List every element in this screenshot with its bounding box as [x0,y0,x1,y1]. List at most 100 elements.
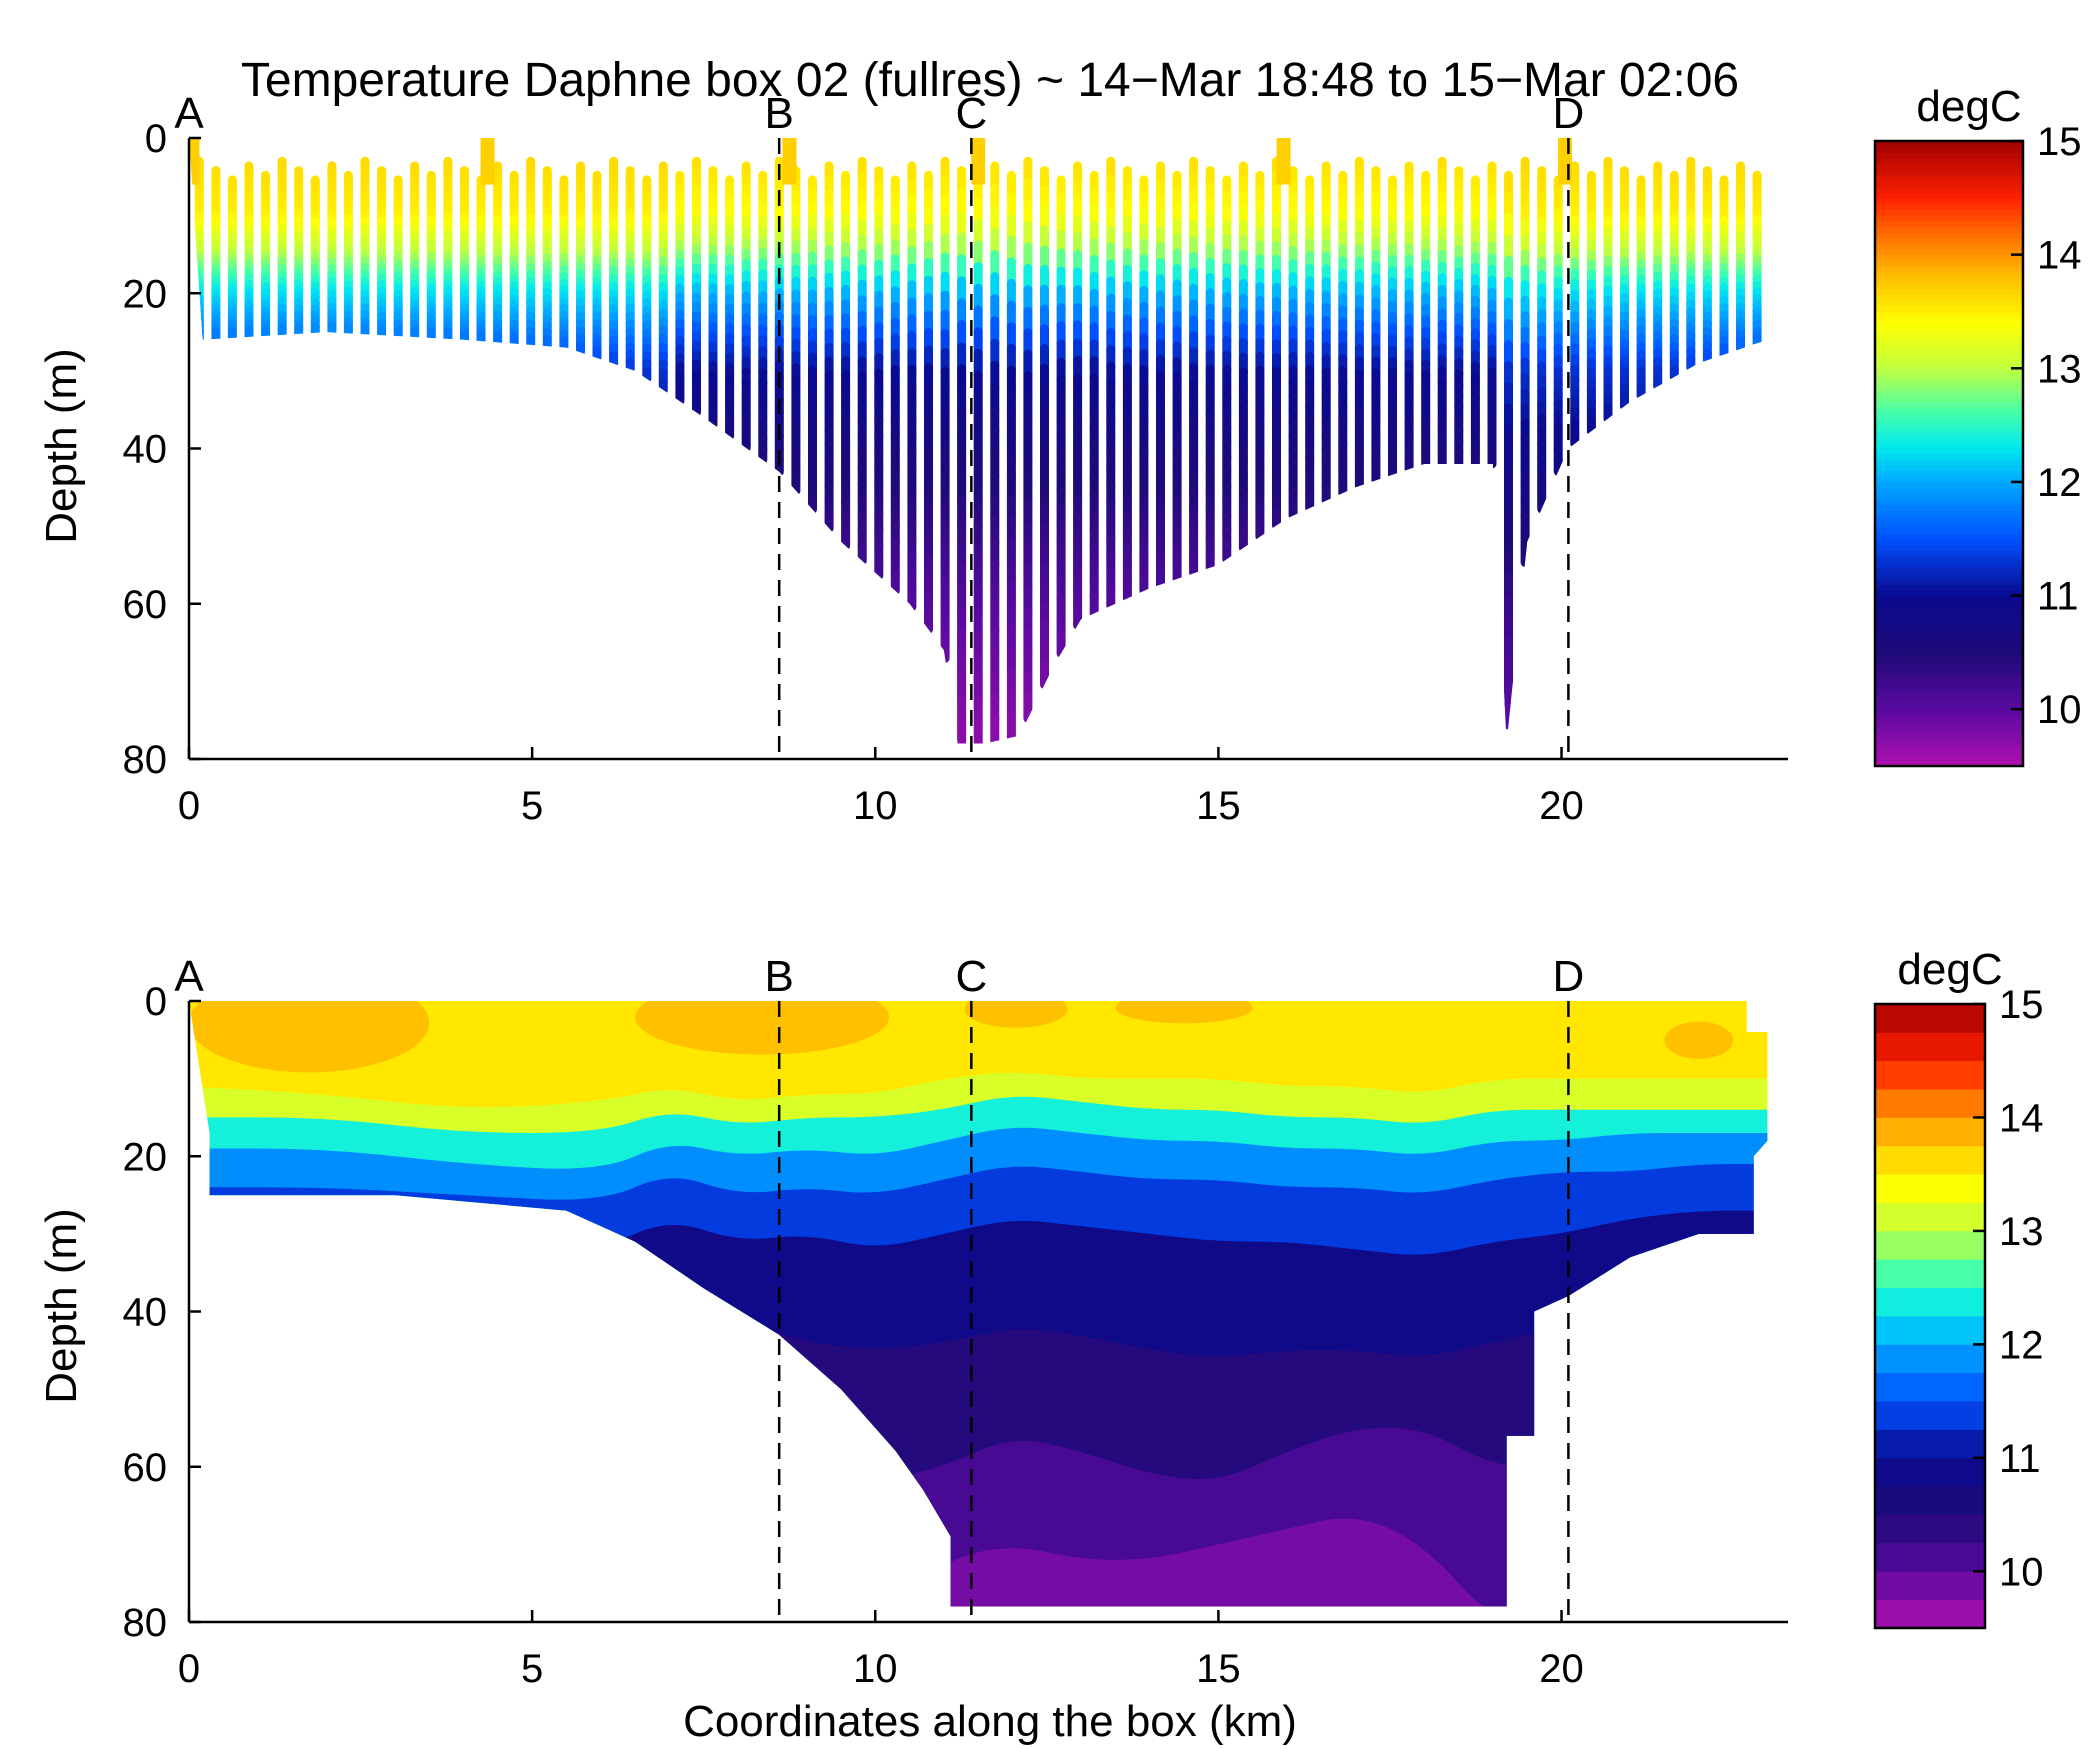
top-colorbar-band [1875,498,2023,506]
bottom-x-tick-label: 15 [1196,1647,1241,1691]
top-colorbar-band [1875,618,2023,625]
top-colorbar-tick-label: 11 [2037,575,2079,619]
bottom-y-tick-label: 20 [123,1135,168,1179]
top-colorbar-band [1875,294,2023,301]
surface-warm-patch [1115,1001,1253,1024]
top-colorbar-band [1875,550,2023,557]
top-colorbar-band [1875,538,2023,546]
top-ylabel: Depth (m) [37,348,86,544]
surface-spike-cast [1276,138,1291,185]
bottom-colorbar-level [1875,1599,1985,1629]
top-colorbar-band [1875,322,2023,330]
top-colorbar-band [1875,436,2023,443]
top-colorbar-band [1875,231,2023,239]
top-colorbar-band [1875,606,2023,614]
surface-spike-cast [189,138,200,185]
bottom-x-tick-label: 5 [521,1647,543,1691]
top-colorbar-tick-label: 14 [2037,234,2082,278]
surface-spike-cast [971,138,986,185]
top-colorbar-band [1875,447,2023,455]
top-cast-profiles [189,138,1762,744]
bottom-colorbar-level [1875,1372,1985,1402]
top-colorbar-band [1875,487,2023,494]
bottom-y-tick-label: 80 [123,1601,168,1645]
top-colorbar-band [1875,748,2023,756]
top-colorbar-band [1875,356,2023,364]
top-colorbar-band [1875,453,2023,460]
top-colorbar-band [1875,368,2023,375]
bottom-colorbar-level [1875,1429,1985,1459]
bottom-colorbar-tick-label: 15 [1999,983,2044,1027]
top-colorbar-band [1875,731,2023,739]
top-colorbar-band [1875,288,2023,296]
top-colorbar-band [1875,271,2023,278]
surface-warm-patch [964,1001,1068,1028]
bottom-colorbar-tick-label: 12 [1999,1323,2044,1367]
top-colorbar-band [1875,345,2023,352]
top-colorbar-band [1875,197,2023,205]
bottom-colorbar-level [1875,1230,1985,1260]
bottom-marker-label-c: C [955,952,987,1001]
bottom-x-tick-label: 0 [178,1647,200,1691]
surface-warm-patch [189,1001,430,1073]
bottom-axes: 0 5 10 15 20 0 20 40 60 80 [123,980,1788,1691]
top-colorbar-band [1875,220,2023,227]
top-colorbar-band [1875,470,2023,477]
top-colorbar-band [1875,379,2023,386]
top-colorbar-band [1875,527,2023,534]
top-colorbar-band [1875,567,2023,574]
figure-title: Temperature Daphne box 02 (fullres) ~ 14… [241,54,1739,107]
top-colorbar-band [1875,169,2023,176]
bottom-colorbar-level [1875,1344,1985,1374]
top-x-tick-label: 10 [853,784,898,828]
top-colorbar-tick-label: 10 [2037,688,2082,732]
bottom-ylabel: Depth (m) [37,1208,86,1404]
top-y-tick-label: 0 [145,117,167,161]
top-colorbar-band [1875,391,2023,398]
surface-warm-patch [635,1001,889,1055]
top-colorbar-band [1875,584,2023,591]
bottom-colorbar-level [1875,1004,1985,1033]
top-colorbar-band [1875,703,2023,710]
top-colorbar-band [1875,652,2023,659]
top-colorbar-band [1875,209,2023,216]
top-colorbar-band [1875,203,2023,210]
bottom-colorbar-level [1875,1174,1985,1203]
bottom-colorbar-level [1875,1259,1985,1289]
top-colorbar: 15 14 13 12 11 10 degC [1873,82,2082,768]
bottom-colorbar-tick-label: 13 [1999,1210,2044,1254]
bottom-colorbar-level [1875,1060,1985,1090]
surface-spike-cast [1557,138,1572,185]
top-colorbar-band [1875,396,2023,403]
top-colorbar-band [1875,760,2023,767]
bottom-colorbar-level [1875,1117,1985,1147]
top-colorbar-band [1875,254,2023,261]
top-colorbar-band [1875,277,2023,284]
top-y-tick-label: 40 [123,428,168,472]
top-colorbar-band [1875,697,2023,705]
bottom-colorbar-tick-label: 14 [1999,1096,2044,1140]
top-colorbar-band [1875,658,2023,665]
top-colorbar-tick-label: 12 [2037,461,2082,505]
top-colorbar-band [1875,430,2023,438]
top-colorbar-band [1875,351,2023,358]
bottom-xlabel: Coordinates along the box (km) [683,1697,1297,1746]
top-colorbar-band [1875,714,2023,722]
top-axes: 0 5 10 15 20 0 20 40 60 80 [123,117,1788,828]
top-colorbar-band [1875,385,2023,392]
top-colorbar-band [1875,180,2023,188]
bottom-colorbar-level [1875,1316,1985,1345]
top-colorbar-band [1875,141,2023,148]
top-colorbar-band [1875,669,2023,676]
bottom-panel-contour-section: A B C D 0 5 10 15 20 0 20 40 60 80 Depth (m) Coordin… [37,945,2044,1746]
top-colorbar-band [1875,737,2023,744]
top-colorbar-band [1875,675,2023,682]
bottom-contour-fill [189,1001,1768,1607]
bottom-y-tick-label: 60 [123,1446,168,1490]
top-colorbar-band [1875,413,2023,421]
bottom-colorbar-tick-label: 10 [1999,1550,2044,1594]
top-colorbar-band [1875,521,2023,528]
top-colorbar-band [1875,754,2023,761]
top-colorbar-label: degC [1916,82,2021,131]
bottom-colorbar-frame [1873,1002,1987,1630]
